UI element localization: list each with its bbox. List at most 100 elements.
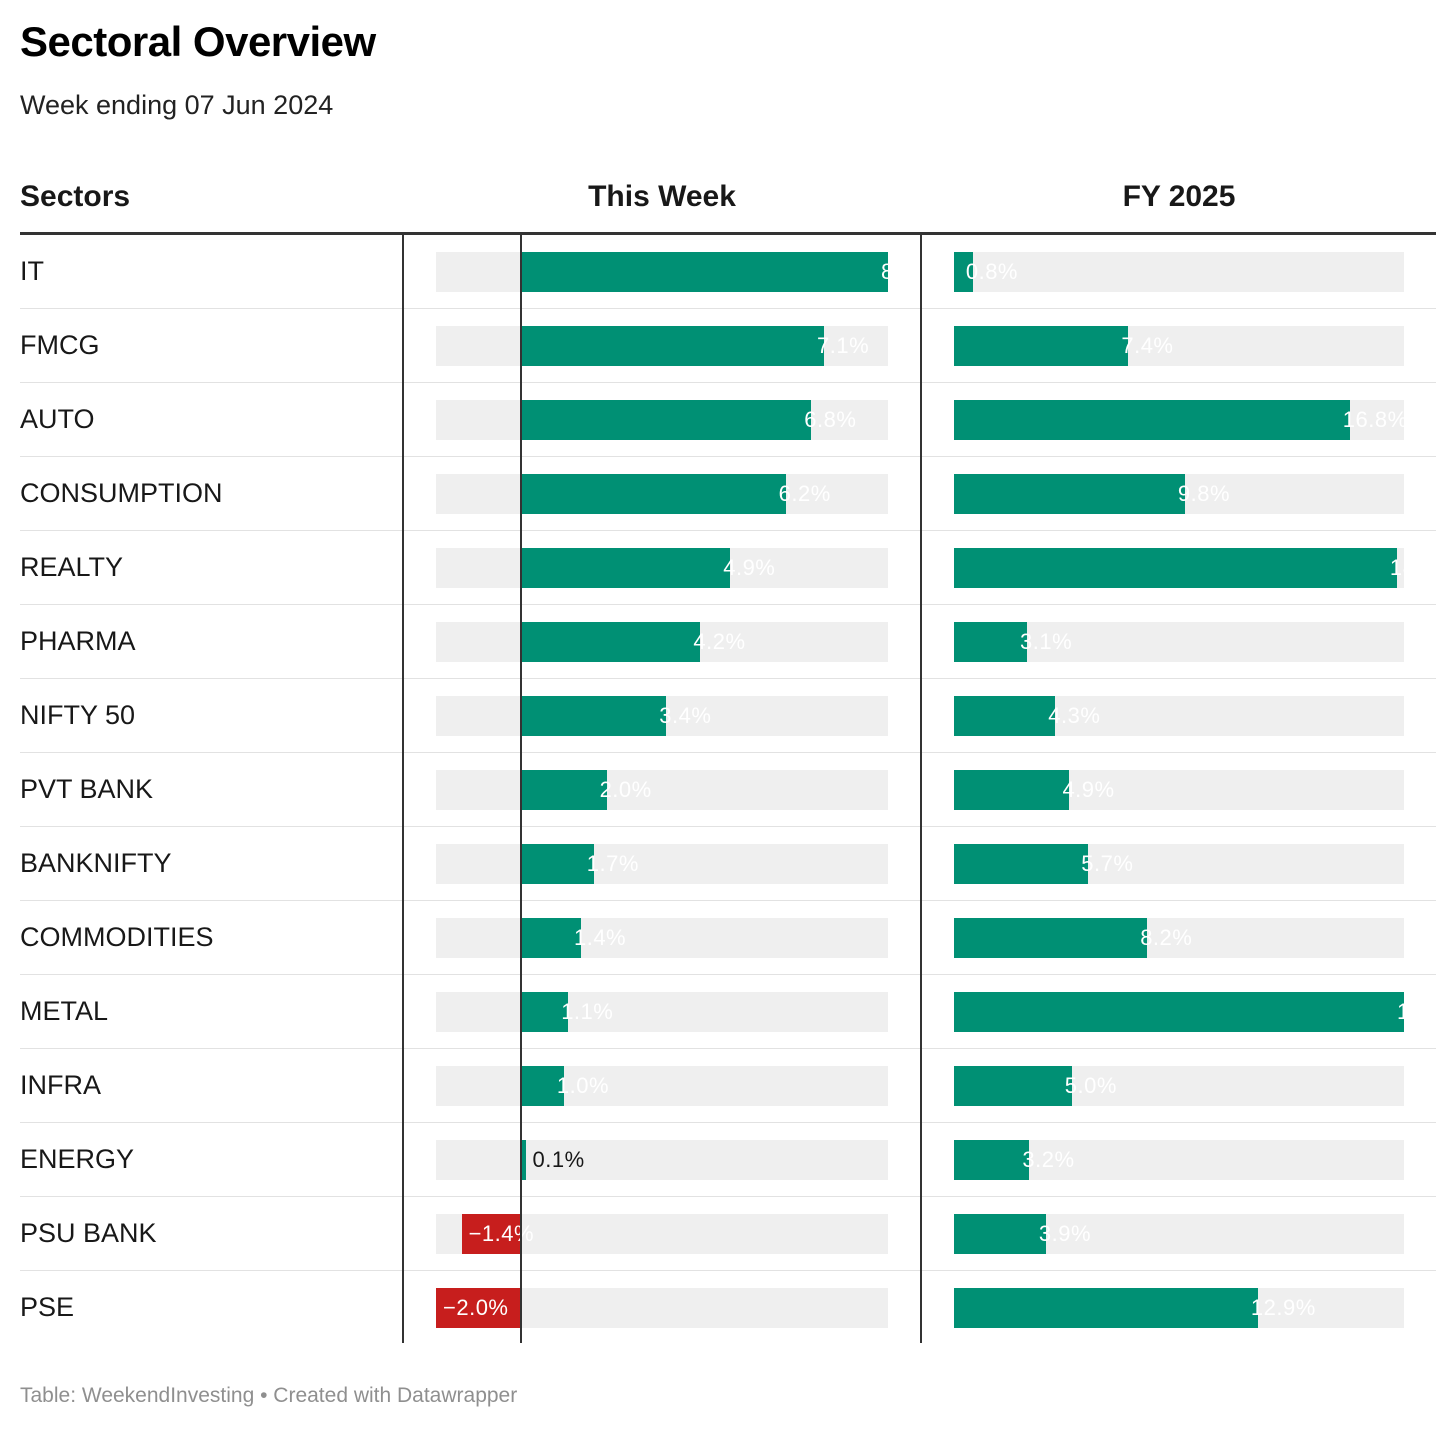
this-week-track: 4.2% [436, 622, 888, 662]
value-label: 0.1% [532, 1147, 585, 1172]
column-divider [920, 235, 922, 1343]
value-label: 8.2% [1140, 925, 1193, 950]
table-row: NIFTY 50 3.4% 4.3% [20, 679, 1436, 753]
fy-2025-bar [954, 1288, 1258, 1328]
column-divider [402, 235, 404, 1343]
table-row: PHARMA 4.2% 3.1% [20, 605, 1436, 679]
this-week-bar [521, 548, 731, 588]
this-week-track: 0.1% [436, 1140, 888, 1180]
zero-axis-line [520, 235, 523, 1343]
sector-label: CONSUMPTION [20, 478, 223, 508]
fy-2025-track: 0.8% [954, 252, 1404, 292]
fy-2025-bar [954, 326, 1129, 366]
column-header-fy-2025: FY 2025 [1122, 180, 1236, 213]
value-label: 3.9% [1038, 1221, 1092, 1246]
fy-2025-bar [954, 400, 1350, 440]
fy-2025-track: 4.9% [954, 770, 1404, 810]
chart-subtitle: Week ending 07 Jun 2024 [20, 90, 334, 120]
sector-label: PSE [20, 1292, 75, 1322]
table-row: PSE −2.0% 12.9% [20, 1271, 1436, 1345]
value-label: 8.6% [881, 259, 934, 284]
fy-2025-bar [954, 770, 1070, 810]
sector-label: ENERGY [20, 1144, 135, 1174]
fy-2025-track: 5.7% [954, 844, 1404, 884]
value-label: 4.3% [1048, 703, 1101, 728]
sector-label: INFRA [20, 1070, 101, 1100]
value-label: 3.4% [659, 703, 712, 728]
value-label: 4.9% [723, 555, 776, 580]
table-row: AUTO 6.8% 16.8% [20, 383, 1436, 457]
value-label: 7.1% [817, 333, 870, 358]
source-footer: Table: WeekendInvesting • Created with D… [20, 1384, 518, 1407]
fy-2025-bar [954, 252, 973, 292]
fy-2025-bar [954, 992, 1404, 1032]
fy-2025-track: 7.4% [954, 326, 1404, 366]
fy-2025-track: 3.2% [954, 1140, 1404, 1180]
this-week-track: −2.0% [436, 1288, 888, 1328]
fy-2025-bar [954, 1066, 1072, 1106]
fy-2025-bar [954, 548, 1397, 588]
sector-label: REALTY [20, 552, 124, 582]
table-row: REALTY 4.9% 18.8% [20, 531, 1454, 605]
table-row: PVT BANK 2.0% 4.9% [20, 753, 1436, 827]
fy-2025-track: 3.1% [954, 622, 1404, 662]
this-week-track: 7.1% [436, 326, 888, 366]
this-week-bar [521, 918, 581, 958]
fy-2025-bar [954, 844, 1089, 884]
this-week-track: 8.6% [436, 252, 933, 292]
value-label: 3.1% [1020, 629, 1073, 654]
table-row: METAL 1.1% 19.1% [20, 975, 1456, 1049]
this-week-track: 6.2% [436, 474, 888, 514]
value-label: 2.0% [599, 777, 652, 802]
sector-label: COMMODITIES [20, 922, 214, 952]
fy-2025-track: 16.8% [954, 400, 1407, 440]
fy-2025-bar [954, 1140, 1030, 1180]
table-row: BANKNIFTY 1.7% 5.7% [20, 827, 1436, 901]
table-row: IT 8.6% 0.8% [20, 235, 1436, 309]
value-label: 0.8% [965, 259, 1018, 284]
sector-label: AUTO [20, 404, 95, 434]
value-label: 16.8% [1342, 407, 1408, 432]
fy-2025-track: 19.1% [954, 992, 1456, 1032]
fy-2025-track: 12.9% [954, 1288, 1404, 1328]
value-label: 9.8% [1177, 481, 1231, 506]
value-label: 4.9% [1062, 777, 1115, 802]
this-week-bar [521, 400, 812, 440]
header-rule [20, 232, 1436, 235]
this-week-bar [521, 326, 825, 366]
fy-2025-track: 5.0% [954, 1066, 1404, 1106]
sector-label: FMCG [20, 330, 100, 360]
fy-2025-track: 4.3% [954, 696, 1404, 736]
value-label: −1.4% [468, 1221, 535, 1246]
value-label: 6.2% [778, 481, 831, 506]
value-label: 18.8% [1389, 555, 1455, 580]
sector-label: BANKNIFTY [20, 848, 172, 878]
fy-2025-bar [954, 474, 1185, 514]
sector-label: PSU BANK [20, 1218, 157, 1248]
this-week-bar [436, 1288, 522, 1328]
value-label: 5.0% [1064, 1073, 1117, 1098]
this-week-bar [521, 844, 594, 884]
this-week-track: 1.7% [436, 844, 888, 884]
table-row: FMCG 7.1% 7.4% [20, 309, 1436, 383]
sector-label: PVT BANK [20, 774, 154, 804]
this-week-bar [521, 252, 888, 292]
table-row: CONSUMPTION 6.2% 9.8% [20, 457, 1436, 531]
value-label: 1.1% [561, 999, 614, 1024]
sector-label: IT [20, 256, 44, 286]
sector-label: METAL [20, 996, 109, 1026]
value-label: 1.4% [573, 925, 627, 950]
this-week-track: 1.4% [436, 918, 888, 958]
value-label: 3.2% [1022, 1147, 1075, 1172]
this-week-track: 1.0% [436, 1066, 888, 1106]
table-row: PSU BANK −1.4% 3.9% [20, 1197, 1436, 1271]
this-week-track: 2.0% [436, 770, 888, 810]
sector-label: PHARMA [20, 626, 136, 656]
fy-2025-bar [954, 1214, 1046, 1254]
column-header-sectors: Sectors [20, 180, 131, 213]
fy-2025-track: 3.9% [954, 1214, 1404, 1254]
table-row: ENERGY 0.1% 3.2% [20, 1123, 1436, 1197]
fy-2025-track: 18.8% [954, 548, 1454, 588]
this-week-bar [521, 1140, 526, 1180]
this-week-track: 1.1% [436, 992, 888, 1032]
